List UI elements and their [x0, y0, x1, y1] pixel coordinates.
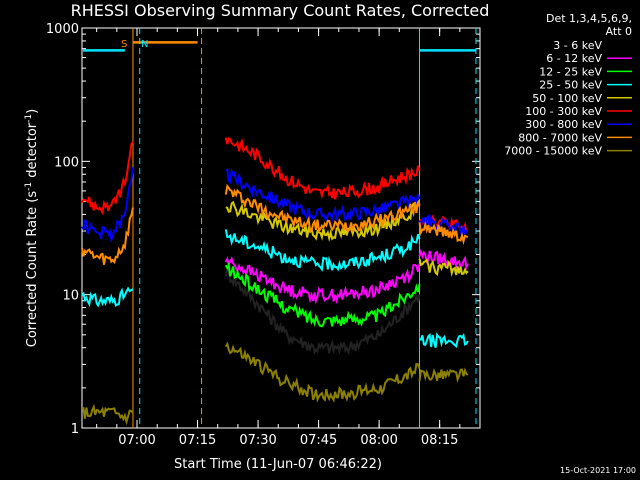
marker-label: S: [121, 39, 127, 50]
y-tick-label: 1000: [46, 22, 79, 37]
legend-label: 300 - 800 keV: [525, 118, 602, 131]
legend-label: 7000 - 15000 keV: [504, 145, 602, 158]
series-line-6to12keV: [224, 256, 421, 305]
legend-label: 3 - 6 keV: [553, 39, 602, 52]
x-tick-label: 07:30: [239, 433, 276, 448]
legend-header-line-2: Att 0: [606, 25, 632, 38]
series-line-25to50keV: [419, 332, 469, 348]
series-line-25to50keV: [224, 229, 421, 273]
series-line-50to100keV: [418, 258, 469, 277]
chart-title: RHESSI Observing Summary Count Rates, Co…: [71, 1, 490, 20]
y-tick-label: 100: [54, 155, 79, 170]
y-axis-label: Corrected Count Rate (s-1 detector-1): [24, 109, 40, 347]
series-line-25to50keV: [81, 286, 134, 308]
x-tick-label: 07:15: [179, 433, 216, 448]
x-tick-label: 07:45: [300, 433, 337, 448]
marker-label: N: [141, 39, 148, 50]
x-axis-label: Start Time (11-Jun-07 06:46:22): [174, 457, 382, 472]
series-line-12to25keV: [224, 261, 421, 328]
series-line-7000to15000keV: [224, 341, 421, 403]
series-line-800to7000keV: [81, 207, 134, 265]
legend-label: 800 - 7000 keV: [518, 131, 602, 144]
series-line-800to7000keV: [224, 183, 421, 233]
legend-label: 25 - 50 keV: [539, 79, 602, 92]
series-line-3to6keV-shadow: [224, 265, 421, 356]
x-tick-label: 07:00: [118, 433, 155, 448]
series-line-100to300keV: [81, 141, 134, 216]
y-tick-label: 10: [62, 289, 79, 304]
series-line-7000to15000keV: [418, 367, 469, 383]
series-line-7000to15000keV: [81, 403, 134, 426]
x-axis-ticks: 07:00 07:15 07:30 07:45 08:00 08:15: [96, 28, 461, 448]
series-line-800to7000keV: [418, 220, 469, 246]
legend-header-line-1: Det 1,3,4,5,6,9,: [546, 12, 632, 25]
legend-label: 50 - 100 keV: [532, 92, 602, 105]
legend-label: 100 - 300 keV: [525, 105, 602, 118]
x-tick-label: 08:15: [421, 433, 458, 448]
series-line-50to100keV: [225, 200, 421, 243]
legend-label: 12 - 25 keV: [539, 65, 602, 78]
timestamp: 15-Oct-2021 17:00: [560, 466, 636, 475]
series-line-300to800keV: [81, 167, 134, 244]
y-tick-label: 1: [71, 422, 79, 437]
series-layer: [81, 137, 469, 426]
series-line-100to300keV: [224, 137, 421, 200]
x-tick-label: 08:00: [360, 433, 397, 448]
series-line-300to800keV: [225, 167, 421, 223]
legend-label: 6 - 12 keV: [546, 52, 602, 65]
series-line-300to800keV: [418, 213, 468, 240]
